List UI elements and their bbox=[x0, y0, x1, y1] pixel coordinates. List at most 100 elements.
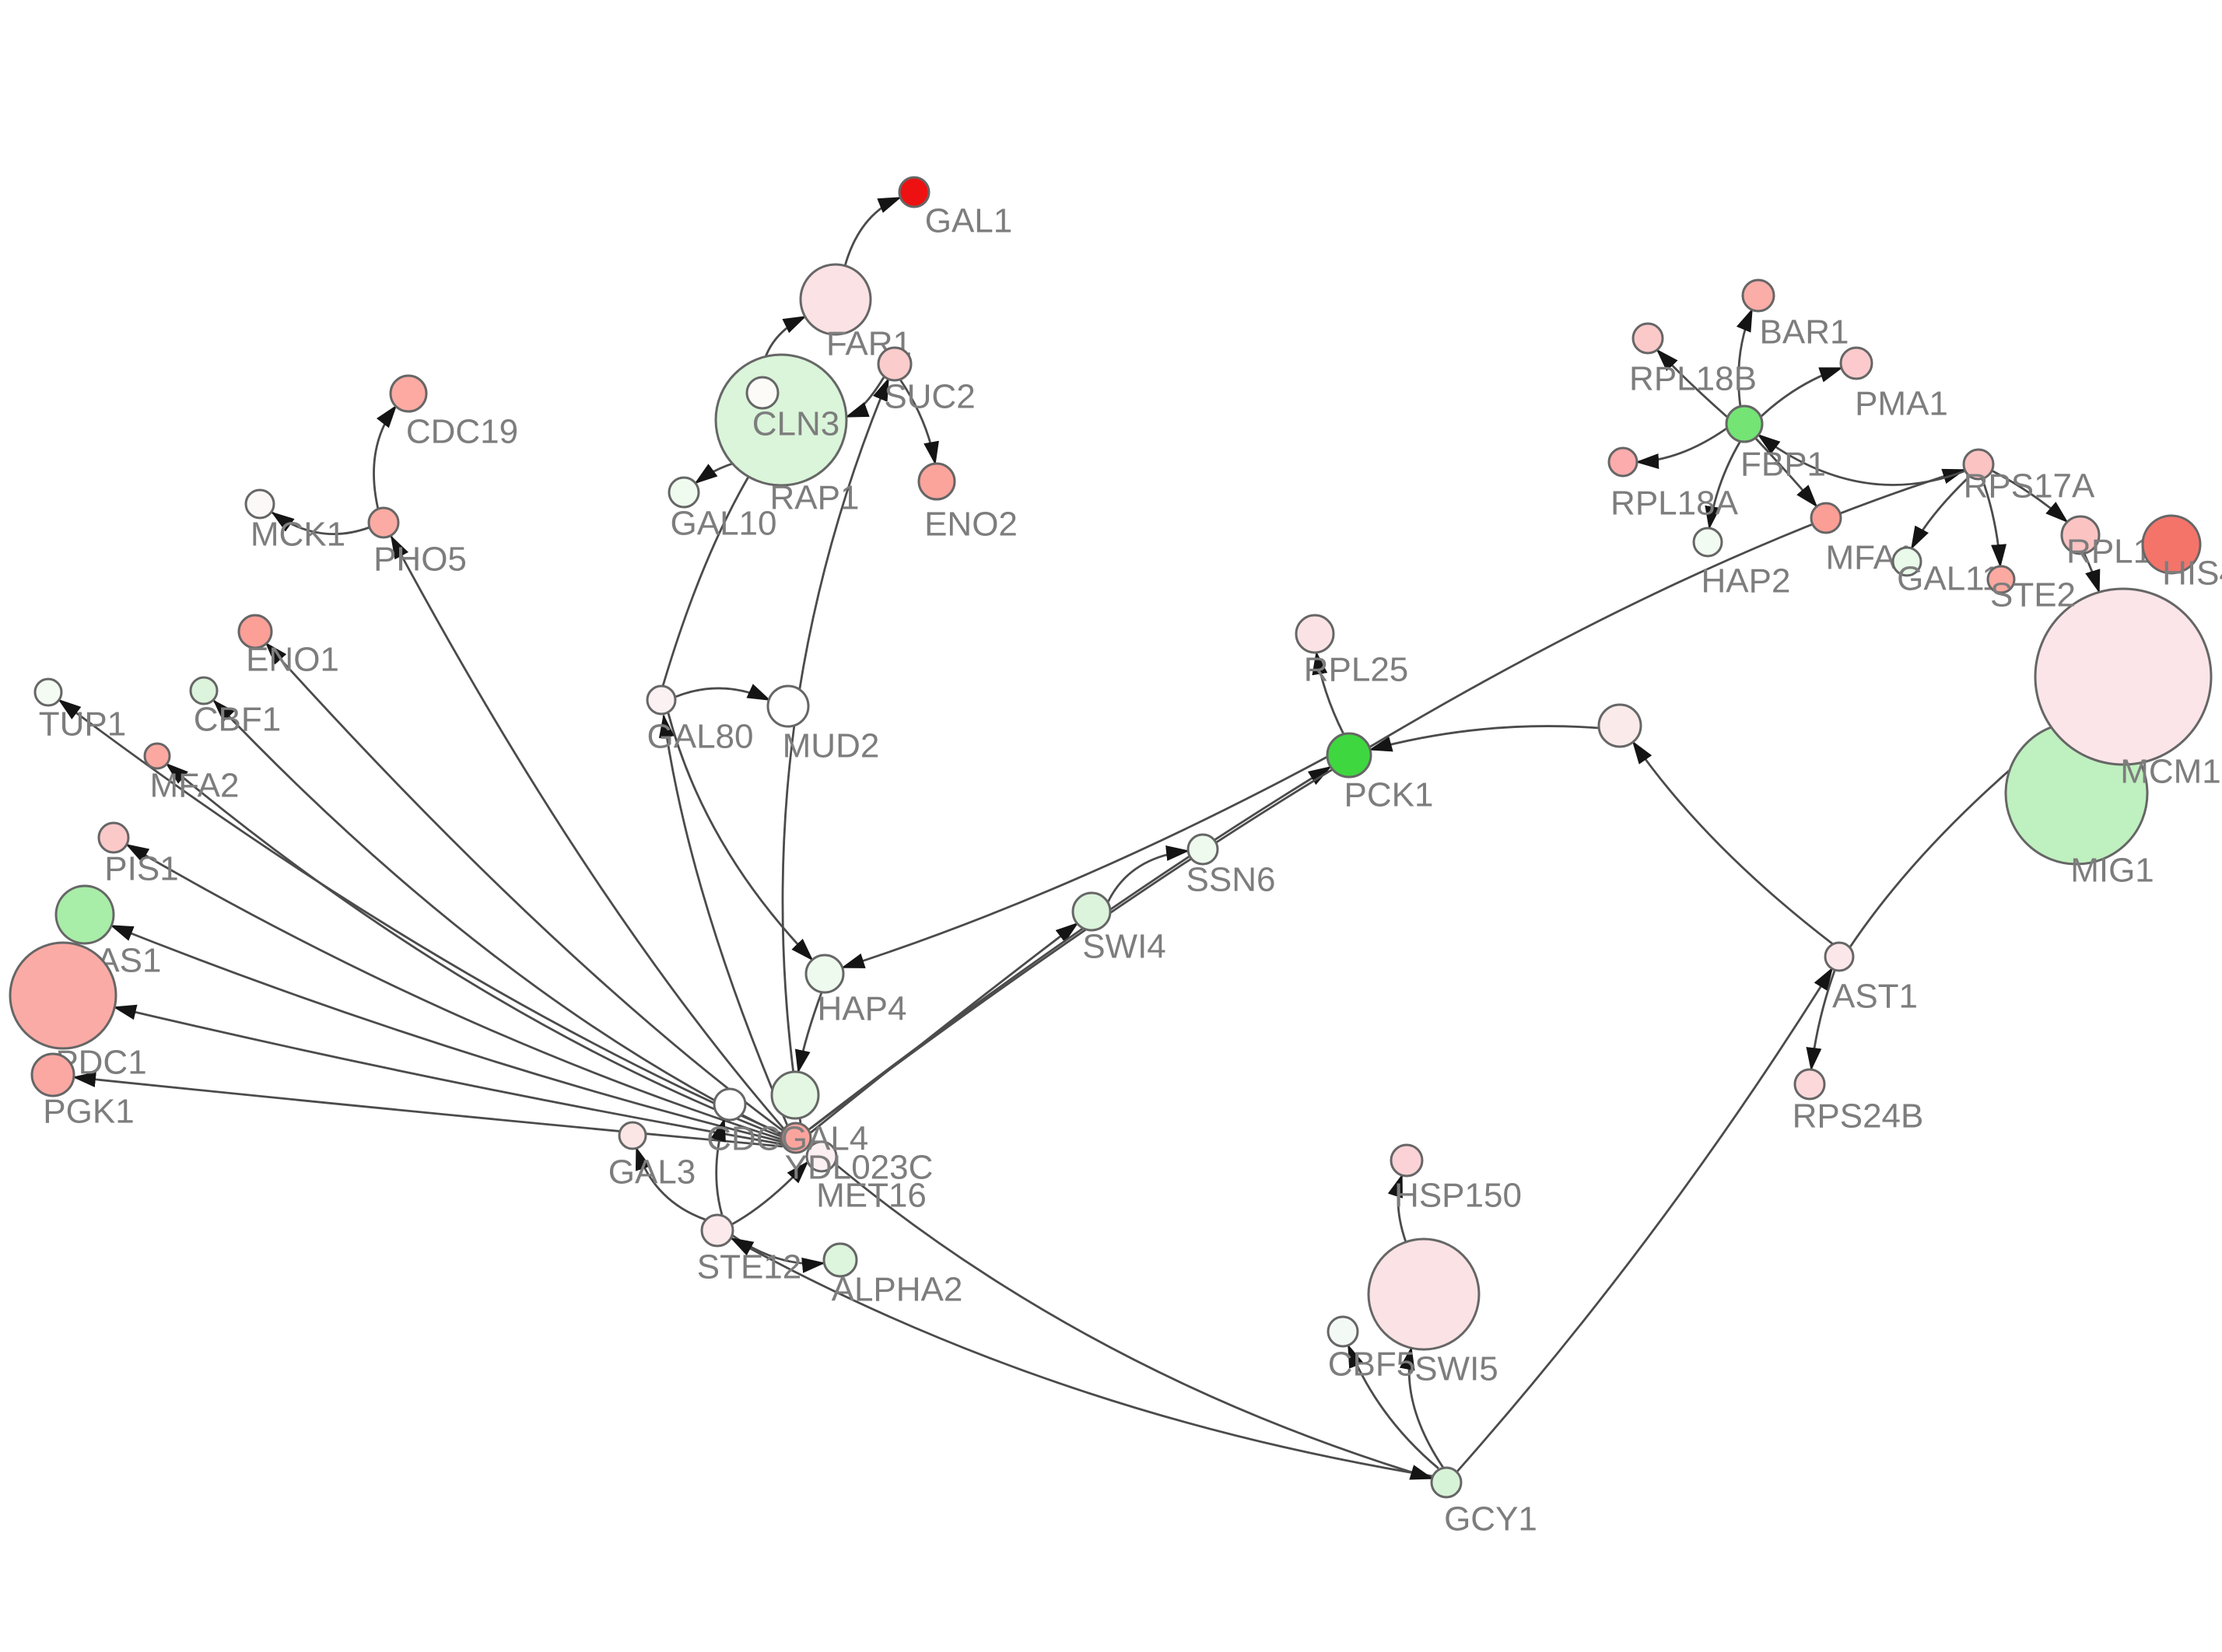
edge-gal4-ras1[interactable] bbox=[110, 924, 783, 1143]
edge-rps17a-fbp1[interactable] bbox=[1757, 433, 1967, 486]
node-alpha2[interactable] bbox=[822, 1242, 858, 1278]
node-gal10[interactable] bbox=[668, 476, 700, 509]
edge-fbp1-bar1[interactable] bbox=[1736, 308, 1754, 408]
node-tup1[interactable] bbox=[33, 677, 63, 707]
node-mfa2[interactable] bbox=[143, 742, 171, 770]
edge-gal80-hap4[interactable] bbox=[667, 712, 814, 961]
edge-far1-gal1[interactable] bbox=[843, 196, 902, 267]
node-eno2[interactable] bbox=[917, 462, 956, 501]
node-pma1[interactable] bbox=[1839, 346, 1873, 380]
edge-ste12-cdc6[interactable] bbox=[710, 1118, 726, 1216]
node-rpl25[interactable] bbox=[1295, 614, 1335, 654]
edge-swi5-hsp150[interactable] bbox=[1387, 1174, 1407, 1243]
node-ste2[interactable] bbox=[1986, 565, 2016, 594]
node-mfa1[interactable] bbox=[1810, 502, 1842, 534]
edge-ste12-ydl023c[interactable] bbox=[731, 1160, 809, 1226]
node-rpl16a[interactable] bbox=[2060, 515, 2101, 555]
node-swi5[interactable] bbox=[1367, 1237, 1481, 1351]
edge-gal4-pis1[interactable] bbox=[125, 843, 783, 1141]
node-mud2[interactable] bbox=[766, 684, 810, 728]
edge-suc2-cln3[interactable] bbox=[845, 376, 885, 418]
node-hsp150[interactable] bbox=[1390, 1143, 1424, 1178]
node-label-ste12: STE12 bbox=[697, 1248, 802, 1286]
node-pgk1[interactable] bbox=[30, 1052, 75, 1097]
edge-ste12-gal3[interactable] bbox=[635, 1146, 708, 1222]
edge-hap4-unnamed-green[interactable] bbox=[794, 992, 823, 1073]
edge-gal4-pck1[interactable] bbox=[808, 765, 1332, 1131]
edge-pho5-cdc19[interactable] bbox=[373, 404, 398, 510]
node-gal11[interactable] bbox=[1891, 546, 1922, 577]
edge-ast1-rps24b[interactable] bbox=[1806, 970, 1836, 1071]
node-gal1[interactable] bbox=[898, 176, 931, 208]
node-swi4[interactable] bbox=[1071, 891, 1112, 932]
edge-gal4-gal80[interactable] bbox=[658, 714, 789, 1126]
node-unnamed-pink[interactable] bbox=[1597, 703, 1642, 748]
node-rps24b[interactable] bbox=[1793, 1068, 1826, 1101]
node-far1[interactable] bbox=[799, 263, 872, 336]
node-gal80[interactable] bbox=[646, 684, 677, 716]
node-ssn6[interactable] bbox=[1186, 833, 1219, 866]
node-ast1[interactable] bbox=[1824, 941, 1855, 972]
edge-gal4-eno1[interactable] bbox=[265, 642, 785, 1133]
edge-fbp1-rpl18b[interactable] bbox=[1656, 348, 1729, 419]
node-label-gal4: GAL4 bbox=[781, 1120, 869, 1158]
edge-gcy1-ste12[interactable] bbox=[730, 1237, 1434, 1478]
node-cdc19[interactable] bbox=[389, 374, 428, 413]
edge-pho5-mck1[interactable] bbox=[271, 511, 370, 535]
node-gal3[interactable] bbox=[618, 1121, 647, 1150]
node-bar1[interactable] bbox=[1741, 278, 1775, 313]
node-his4[interactable] bbox=[2141, 514, 2202, 575]
node-eno1[interactable] bbox=[237, 614, 273, 649]
node-rap1[interactable] bbox=[745, 376, 780, 410]
edge-gal4-cbf1[interactable] bbox=[212, 699, 784, 1137]
edge-gal4-suc2[interactable] bbox=[781, 377, 890, 1124]
node-hap2[interactable] bbox=[1692, 527, 1723, 558]
node-cdc6[interactable] bbox=[713, 1087, 747, 1122]
edge-fbp1-hap2[interactable] bbox=[1705, 440, 1742, 530]
node-pdc1[interactable] bbox=[9, 941, 117, 1050]
edge-pck1-hap4[interactable] bbox=[841, 755, 1328, 969]
edge-pck1-rpl25[interactable] bbox=[1312, 651, 1345, 735]
edge-gal80-cln3[interactable] bbox=[661, 476, 750, 687]
node-rpl18a[interactable] bbox=[1607, 446, 1638, 478]
edge-rpl16a-mcm1[interactable] bbox=[2083, 553, 2101, 593]
edge-gcy1-ast1[interactable] bbox=[1455, 967, 1834, 1473]
node-ras1[interactable] bbox=[54, 884, 115, 945]
node-gcy1[interactable] bbox=[1430, 1466, 1463, 1499]
edge-gal4-rps17a[interactable] bbox=[811, 468, 1966, 1129]
edge-gal4-gcy1[interactable] bbox=[809, 1141, 1434, 1480]
edge-gal4-pho5[interactable] bbox=[390, 535, 786, 1130]
edge-rps17a-ste2[interactable] bbox=[1981, 478, 2007, 568]
node-mck1[interactable] bbox=[244, 488, 275, 520]
edge-gcy1-cbf5[interactable] bbox=[1347, 1344, 1439, 1470]
edge-gal4-mfa2[interactable] bbox=[165, 762, 783, 1139]
edge-gcy1-swi5[interactable] bbox=[1399, 1346, 1445, 1468]
edge-fbp1-pma1[interactable] bbox=[1760, 366, 1843, 418]
node-unnamed-green[interactable] bbox=[770, 1070, 820, 1120]
edge-gal4-pdc1[interactable] bbox=[113, 1004, 783, 1146]
node-hap4[interactable] bbox=[804, 954, 845, 994]
edge-ast1-unnamed-pink[interactable] bbox=[1631, 740, 1834, 946]
node-gal4[interactable] bbox=[780, 1122, 812, 1154]
edge-rps17a-rpl16a[interactable] bbox=[1991, 469, 2069, 523]
node-ste12[interactable] bbox=[700, 1213, 734, 1248]
node-rpl18b[interactable] bbox=[1631, 322, 1664, 355]
node-cbf5[interactable] bbox=[1327, 1315, 1359, 1348]
node-ydl023c[interactable] bbox=[805, 1140, 838, 1173]
node-fbp1[interactable] bbox=[1725, 404, 1764, 443]
node-pho5[interactable] bbox=[367, 506, 400, 539]
node-suc2[interactable] bbox=[877, 346, 913, 382]
edge-swi4-ssn6[interactable] bbox=[1106, 845, 1190, 903]
node-cbf1[interactable] bbox=[189, 676, 219, 705]
edge-gal4-pgk1[interactable] bbox=[72, 1071, 783, 1148]
edge-suc2-eno2[interactable] bbox=[899, 379, 939, 465]
edge-fbp1-rpl18a[interactable] bbox=[1635, 427, 1727, 469]
node-pis1[interactable] bbox=[97, 821, 130, 854]
edge-unnamed-pink-pck1[interactable] bbox=[1369, 725, 1600, 752]
node-label-cbf1: CBF1 bbox=[194, 701, 281, 739]
node-pck1[interactable] bbox=[1326, 732, 1372, 779]
node-mcm1[interactable] bbox=[2034, 587, 2213, 766]
edge-rps17a-gal11[interactable] bbox=[1910, 475, 1970, 550]
edge-gal80-mud2[interactable] bbox=[675, 684, 771, 702]
node-rps17a[interactable] bbox=[1962, 448, 1995, 481]
